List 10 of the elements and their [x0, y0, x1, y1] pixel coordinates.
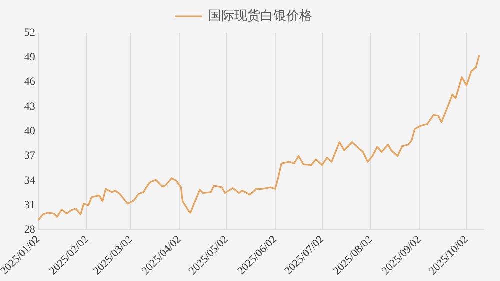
- y-tick-label: 40: [24, 126, 36, 138]
- y-tick-label: 34: [24, 174, 36, 187]
- y-tick-label: 49: [24, 52, 36, 64]
- y-tick-label: 28: [24, 224, 36, 236]
- legend-label: 国际现货白银价格: [208, 8, 312, 24]
- y-tick-label: 46: [24, 76, 36, 88]
- y-tick-label: 43: [24, 100, 36, 113]
- y-tick-label: 31: [24, 199, 36, 212]
- y-tick-label: 37: [24, 150, 36, 162]
- y-tick-label: 52: [24, 26, 36, 39]
